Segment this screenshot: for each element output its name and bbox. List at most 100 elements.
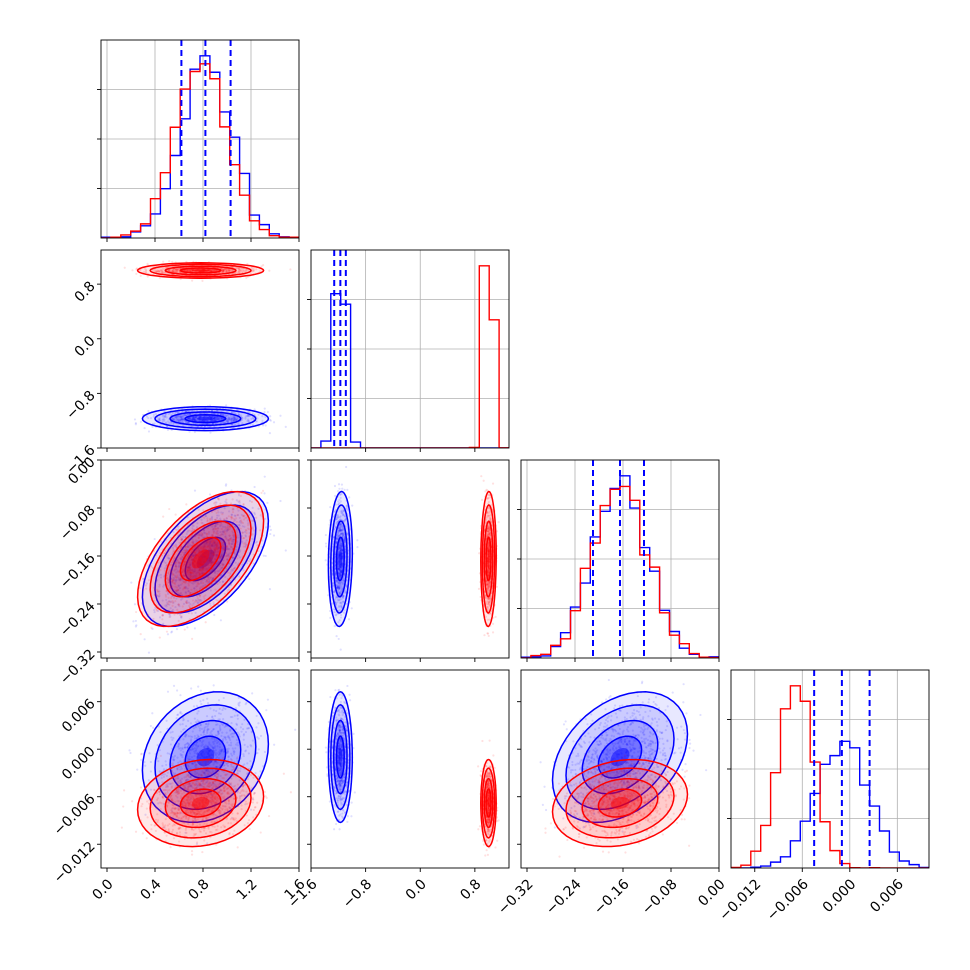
scatter-point (214, 416, 217, 419)
scatter-point (237, 492, 240, 495)
scatter-point (178, 267, 182, 270)
scatter-point (224, 546, 227, 549)
scatter-point (206, 417, 209, 420)
scatter-point (337, 483, 341, 486)
scatter-point (246, 519, 249, 522)
scatter-point (246, 414, 249, 417)
scatter-point (166, 420, 170, 423)
scatter-point (183, 553, 186, 556)
scatter-point (228, 269, 231, 272)
scatter-point (176, 270, 179, 273)
scatter-point (242, 569, 245, 572)
scatter-point (187, 601, 191, 604)
scatter-point (156, 270, 159, 273)
scatter-point (184, 410, 187, 413)
scatter-point (223, 267, 226, 270)
scatter-point (177, 603, 180, 606)
scatter-point (196, 571, 200, 574)
scatter-point (212, 418, 215, 421)
scatter-point (198, 269, 202, 272)
scatter-point (171, 269, 174, 272)
scatter-point (178, 605, 181, 608)
scatter-point (198, 545, 201, 548)
scatter-point (266, 410, 269, 414)
scatter-point (187, 413, 190, 416)
scatter-point (189, 603, 192, 606)
scatter-point (226, 553, 230, 556)
scatter-point (182, 602, 186, 605)
scatter-point (157, 270, 161, 273)
scatter-point (199, 562, 202, 566)
scatter-point (175, 565, 178, 568)
scatter-point (196, 269, 199, 272)
scatter-point (216, 532, 220, 535)
scatter-point (198, 268, 202, 271)
scatter-point (174, 580, 177, 583)
scatter-point (204, 532, 207, 535)
scatter-point (214, 544, 217, 547)
scatter-point (229, 572, 232, 576)
scatter-point (243, 525, 246, 528)
scatter-point (230, 417, 234, 420)
scatter-point (195, 553, 198, 556)
scatter-point (224, 414, 228, 418)
scatter-point (202, 419, 205, 422)
scatter-point (193, 565, 196, 568)
scatter-point (193, 627, 197, 630)
scatter-point (225, 538, 228, 541)
scatter-point (178, 271, 181, 274)
scatter-point (232, 419, 236, 422)
scatter-point (208, 556, 211, 559)
scatter-point (237, 269, 240, 273)
scatter-point (191, 554, 195, 557)
scatter-point (223, 267, 226, 270)
scatter-point (177, 528, 180, 531)
scatter-point (197, 417, 200, 420)
panel-1-1 (311, 250, 509, 448)
scatter-point (213, 269, 216, 272)
scatter-point (220, 413, 223, 416)
scatter-point (203, 531, 206, 534)
scatter-point (242, 545, 245, 548)
scatter-point (207, 532, 210, 535)
scatter-point (176, 525, 179, 528)
scatter-point (167, 557, 170, 560)
scatter-point (193, 418, 196, 421)
scatter-point (152, 415, 155, 418)
scatter-point (261, 489, 265, 492)
scatter-point (204, 548, 208, 551)
scatter-point (156, 594, 159, 598)
scatter-point (200, 535, 203, 538)
scatter-point (132, 620, 135, 623)
scatter-point (199, 415, 202, 419)
scatter-point (205, 564, 208, 567)
scatter-point (145, 582, 149, 585)
scatter-point (231, 498, 234, 501)
scatter-point (178, 586, 181, 590)
scatter-point (226, 548, 230, 551)
scatter-point (268, 418, 272, 421)
scatter-point (217, 546, 220, 549)
scatter-point (142, 270, 146, 273)
scatter-point (201, 569, 204, 572)
scatter-point (176, 411, 179, 414)
scatter-point (240, 522, 243, 525)
scatter-point (213, 418, 217, 421)
scatter-point (201, 532, 204, 535)
scatter-point (247, 522, 250, 525)
scatter-point (157, 270, 160, 273)
scatter-point (233, 419, 236, 422)
scatter-point (203, 555, 206, 558)
scatter-point (204, 560, 207, 563)
scatter-point (185, 269, 189, 272)
scatter-point (219, 421, 223, 424)
scatter-point (170, 561, 173, 564)
scatter-point (165, 598, 168, 601)
scatter-point (162, 575, 165, 578)
scatter-point (193, 418, 197, 422)
scatter-point (230, 419, 233, 422)
scatter-point (166, 556, 169, 559)
scatter-point (217, 417, 220, 421)
scatter-point (210, 416, 213, 419)
scatter-point (196, 269, 199, 272)
